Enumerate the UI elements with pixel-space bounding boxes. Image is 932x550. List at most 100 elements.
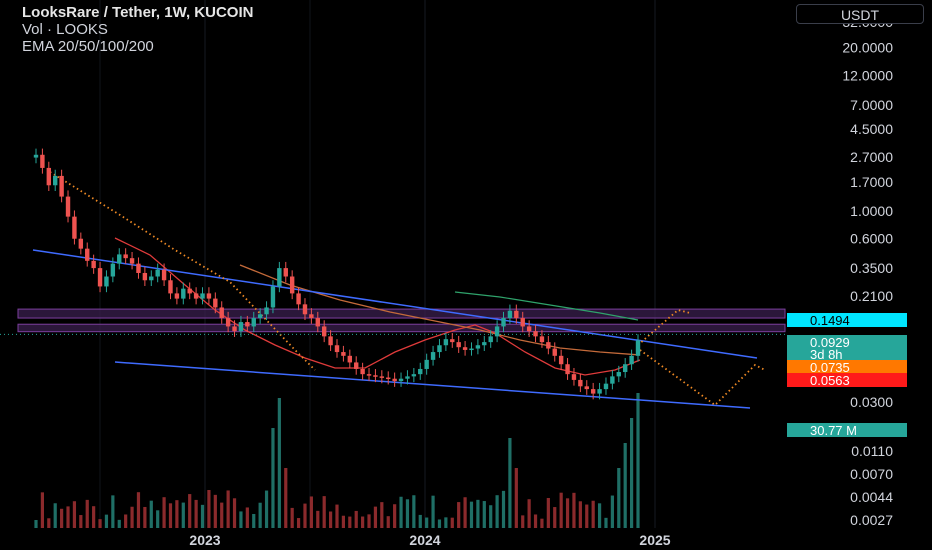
volume-bar — [60, 508, 64, 528]
candle-body — [590, 389, 596, 394]
symbol-title[interactable]: LooksRare / Tether, 1W, KUCOIN — [22, 4, 254, 21]
volume-bar — [495, 495, 499, 528]
volume-bar — [34, 520, 38, 528]
candle-body — [257, 314, 263, 319]
price-tag-label: 0.0563 — [810, 373, 850, 388]
volume-bar — [47, 518, 51, 528]
candle-body — [558, 355, 564, 365]
volume-bar — [316, 510, 320, 528]
volume-bar — [354, 510, 358, 528]
projection-left — [49, 171, 316, 371]
candle-body — [366, 374, 372, 376]
volume-bar — [514, 468, 518, 528]
volume-bar — [156, 510, 160, 528]
currency-button[interactable]: USDT — [796, 4, 924, 24]
projection-down — [639, 349, 766, 407]
candle-body — [507, 310, 513, 319]
volume-bar — [348, 516, 352, 528]
price-tag-box — [787, 373, 907, 387]
resistance-zone — [17, 308, 786, 319]
volume-bar — [53, 503, 57, 528]
y-tick-label: 2.7000 — [850, 149, 893, 165]
candle-body — [161, 269, 167, 281]
volume-bar — [335, 504, 339, 528]
volume-bar — [469, 501, 474, 528]
volume-bar — [264, 490, 269, 528]
x-tick-label: 2023 — [189, 532, 220, 548]
volume-bar — [527, 499, 531, 528]
candle-body — [347, 355, 353, 363]
volume-bar — [553, 507, 557, 528]
volume-bar — [604, 517, 608, 528]
volume-bar — [629, 418, 634, 528]
volume-bar — [117, 519, 121, 528]
candle-body — [501, 318, 506, 327]
volume-bars — [34, 393, 640, 528]
volume-legend[interactable]: Vol · LOOKS — [22, 21, 108, 38]
price-tag-box — [787, 335, 907, 349]
y-tick-label: 0.2100 — [850, 288, 893, 304]
ema-legend[interactable]: EMA 20/50/100/200 — [22, 38, 154, 55]
candle-body — [328, 336, 333, 346]
volume-bar — [232, 498, 237, 528]
candle-body — [174, 293, 180, 299]
upper-trendline — [32, 249, 758, 359]
candle-body — [520, 318, 525, 327]
candle-body — [360, 368, 365, 375]
candle-body — [565, 364, 570, 375]
volume-bar — [482, 501, 486, 528]
volume-bar — [322, 496, 326, 528]
candle-body — [40, 154, 45, 168]
volume-bar — [252, 513, 256, 528]
volume-bar — [380, 502, 384, 528]
candle-body — [514, 310, 519, 319]
volume-bar — [149, 500, 153, 528]
volume-bar — [437, 519, 442, 528]
volume-bar — [66, 506, 70, 528]
candle-body — [622, 364, 628, 373]
candle-body — [65, 196, 71, 217]
candle-body — [72, 216, 77, 239]
candle-body — [488, 336, 493, 343]
candle-body — [552, 348, 557, 356]
volume-bar — [565, 498, 570, 528]
volume-bar — [284, 468, 288, 528]
time-axis[interactable]: 2023 2024 2025 — [189, 532, 670, 548]
y-tick-label: 0.0027 — [850, 512, 893, 528]
candle-body — [270, 286, 276, 308]
volume-bar — [610, 495, 614, 528]
candle-body — [443, 339, 449, 346]
candle-body — [33, 154, 39, 158]
candle-body — [584, 386, 589, 390]
price-tag-box — [787, 423, 907, 437]
candle-body — [251, 318, 256, 327]
candle-body — [450, 339, 455, 343]
price-tag-label: 30.77 M — [810, 423, 857, 438]
volume-bar — [591, 500, 595, 528]
candle-body — [379, 376, 385, 378]
candle-body — [225, 318, 231, 327]
candle-body — [418, 368, 423, 375]
price-tag-label: 0.0929 — [810, 335, 850, 350]
candle-body — [398, 378, 404, 382]
lower-trendline — [114, 361, 751, 409]
candle-body — [289, 276, 295, 294]
x-tick-label: 2025 — [639, 532, 670, 548]
resistance-zone — [17, 323, 786, 333]
y-tick-label: 1.0000 — [850, 203, 893, 219]
candle-body — [475, 345, 481, 349]
candle-body — [91, 260, 96, 269]
volume-bar — [136, 492, 141, 528]
volume-bar — [457, 502, 461, 528]
candle-body — [155, 269, 160, 277]
candle-body — [462, 347, 468, 350]
candle-body — [309, 314, 314, 319]
volume-bar — [226, 490, 230, 528]
candle-body — [168, 280, 173, 294]
volume-bar — [463, 497, 467, 528]
price-axis[interactable]: 32.000020.000012.00007.00004.50002.70001… — [842, 14, 893, 528]
ema-200-line — [454, 291, 639, 321]
y-tick-label: 0.0300 — [850, 394, 893, 410]
y-tick-label: 12.0000 — [842, 67, 893, 83]
